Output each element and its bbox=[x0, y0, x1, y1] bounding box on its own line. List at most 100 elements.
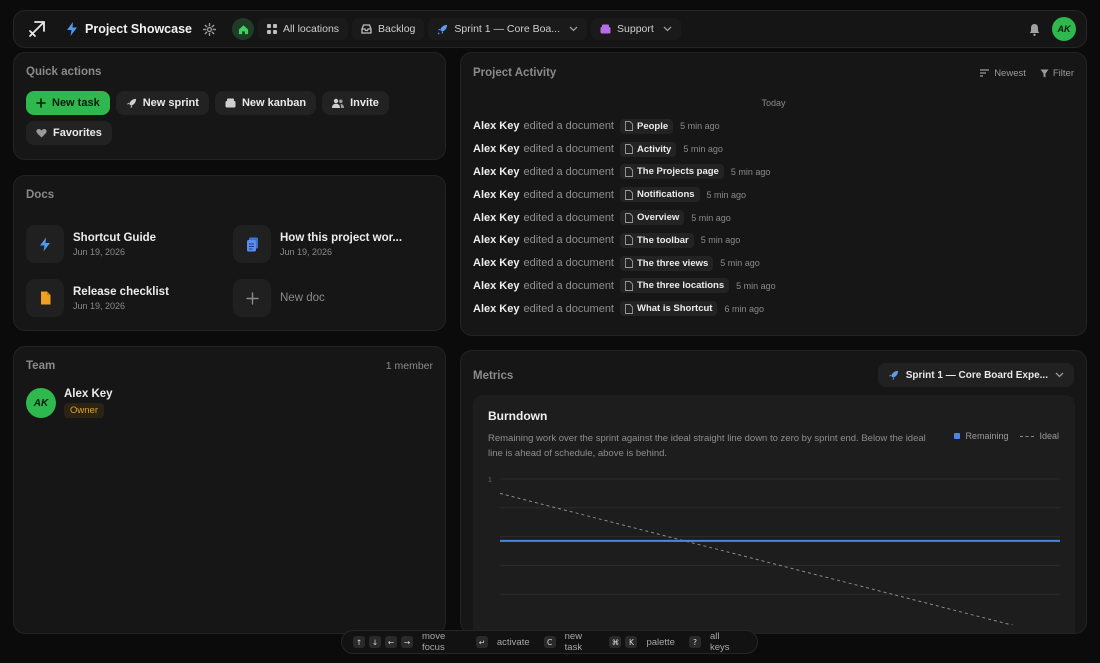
sort-label: Newest bbox=[994, 67, 1026, 79]
sort-newest-button[interactable]: Newest bbox=[980, 68, 1026, 79]
member-name: Alex Key bbox=[64, 388, 113, 400]
activity-user[interactable]: Alex Key bbox=[473, 120, 520, 133]
rocket-icon bbox=[888, 370, 899, 381]
activity-doc-chip[interactable]: What is Shortcut bbox=[620, 301, 718, 317]
activity-row: Alex Key edited a document The three views… bbox=[473, 252, 1074, 275]
activity-user[interactable]: Alex Key bbox=[473, 257, 520, 270]
key-cap: K bbox=[625, 636, 638, 648]
document-icon bbox=[625, 167, 633, 177]
sprint-select[interactable]: Sprint 1 — Core Board Expe... bbox=[877, 363, 1074, 387]
activity-doc-chip[interactable]: Activity bbox=[620, 141, 677, 157]
doc-item[interactable]: How this project wor... Jun 19, 2026 bbox=[233, 225, 440, 263]
doc-item[interactable]: Release checklist Jun 19, 2026 bbox=[26, 279, 233, 317]
activity-doc-chip[interactable]: Overview bbox=[620, 210, 685, 226]
avatar: AK bbox=[26, 388, 56, 418]
location-nav: All locations Backlog Sprint 1 — Core Bo… bbox=[232, 18, 681, 40]
document-icon bbox=[625, 212, 633, 223]
team-panel: Team 1 member AK Alex Key Owner bbox=[13, 346, 446, 634]
nav-all-locations[interactable]: All locations bbox=[258, 18, 349, 40]
activity-row: Alex Key edited a document The Projects pa… bbox=[473, 161, 1074, 184]
filter-label: Filter bbox=[1052, 67, 1074, 79]
heart-icon bbox=[36, 128, 47, 138]
activity-row: Alex Key edited a document People 5 min ago bbox=[473, 115, 1074, 138]
new-sprint-button[interactable]: New sprint bbox=[115, 91, 209, 115]
key-cap: ↑ bbox=[353, 636, 365, 648]
invite-button[interactable]: Invite bbox=[322, 91, 389, 115]
filter-icon bbox=[1040, 69, 1049, 78]
topbar-right: AK bbox=[1029, 17, 1076, 41]
activity-doc-name: The toolbar bbox=[637, 234, 689, 246]
user-avatar[interactable]: AK bbox=[1052, 17, 1076, 41]
favorites-button[interactable]: Favorites bbox=[26, 121, 112, 145]
hint-label: activate bbox=[496, 636, 530, 648]
chart-description: Remaining work over the sprint against t… bbox=[488, 433, 926, 459]
app-logo[interactable] bbox=[24, 16, 50, 42]
document-icon bbox=[625, 189, 633, 200]
nav-support[interactable]: Support bbox=[591, 18, 681, 40]
activity-time: 5 min ago bbox=[680, 121, 720, 132]
activity-row: Alex Key edited a document The toolbar 5 mi… bbox=[473, 229, 1074, 252]
activity-time: 5 min ago bbox=[736, 280, 776, 291]
file-icon bbox=[26, 279, 64, 317]
activity-time: 5 min ago bbox=[706, 189, 747, 200]
panel-title: Team bbox=[26, 360, 56, 372]
bell-icon[interactable] bbox=[1029, 23, 1040, 36]
new-doc-button[interactable]: New doc bbox=[233, 279, 440, 317]
nav-backlog[interactable]: Backlog bbox=[352, 18, 425, 40]
new-task-button[interactable]: New task bbox=[26, 91, 110, 115]
panel-title: Docs bbox=[26, 189, 55, 201]
activity-doc-chip[interactable]: People bbox=[620, 118, 674, 134]
new-doc-label: New doc bbox=[280, 292, 325, 304]
activity-doc-name: The three locations bbox=[637, 280, 725, 292]
button-label: New kanban bbox=[241, 97, 307, 109]
gear-icon[interactable] bbox=[203, 22, 216, 36]
legend-label: Remaining bbox=[965, 431, 1009, 441]
activity-doc-chip[interactable]: Notifications bbox=[620, 187, 700, 203]
new-kanban-button[interactable]: New kanban bbox=[214, 91, 317, 115]
doc-name: Shortcut Guide bbox=[73, 231, 157, 244]
panel-title: Metrics bbox=[473, 370, 514, 382]
home-button[interactable] bbox=[232, 18, 254, 40]
activity-user[interactable]: Alex Key bbox=[473, 234, 520, 247]
panel-title: Project Activity bbox=[473, 67, 557, 79]
key-cap: → bbox=[401, 636, 413, 648]
key-cap: ↵ bbox=[475, 636, 488, 648]
project-title: Project Showcase bbox=[85, 22, 192, 36]
legend-swatch bbox=[1020, 435, 1035, 437]
burndown-chart: 1 bbox=[488, 477, 1060, 625]
key-cap: ← bbox=[385, 636, 397, 648]
activity-verb: edited a document bbox=[523, 120, 614, 133]
activity-verb: edited a document bbox=[523, 279, 614, 292]
activity-doc-chip[interactable]: The toolbar bbox=[620, 232, 694, 248]
legend-item-remaining: Remaining bbox=[954, 431, 1008, 441]
activity-time: 6 min ago bbox=[724, 303, 765, 314]
activity-doc-chip[interactable]: The three locations bbox=[620, 278, 730, 294]
activity-doc-chip[interactable]: The three views bbox=[620, 255, 714, 271]
doc-item[interactable]: Shortcut Guide Jun 19, 2026 bbox=[26, 225, 233, 263]
key-cap: ? bbox=[688, 636, 701, 648]
key-cap: C bbox=[543, 636, 556, 648]
activity-user[interactable]: Alex Key bbox=[473, 279, 520, 292]
filter-button[interactable]: Filter bbox=[1040, 68, 1074, 79]
activity-verb: edited a document bbox=[523, 302, 614, 315]
activity-doc-chip[interactable]: The Projects page bbox=[620, 164, 724, 180]
inbox-icon bbox=[361, 24, 372, 34]
activity-user[interactable]: Alex Key bbox=[473, 211, 520, 224]
nav-sprint[interactable]: Sprint 1 — Core Boa... bbox=[428, 18, 588, 40]
chevron-down-icon bbox=[569, 26, 578, 32]
rocket-icon bbox=[126, 98, 137, 109]
activity-user[interactable]: Alex Key bbox=[473, 188, 520, 201]
activity-user[interactable]: Alex Key bbox=[473, 143, 520, 156]
nav-label: Sprint 1 — Core Boa... bbox=[454, 23, 561, 35]
kanban-icon bbox=[225, 98, 236, 108]
legend-item-ideal: Ideal bbox=[1020, 431, 1059, 441]
activity-user[interactable]: Alex Key bbox=[473, 302, 520, 315]
key-cap: ↓ bbox=[369, 636, 381, 648]
sprint-select-label: Sprint 1 — Core Board Expe... bbox=[905, 369, 1048, 381]
team-member[interactable]: AK Alex Key Owner bbox=[26, 388, 433, 418]
plus-icon bbox=[36, 98, 46, 108]
activity-user[interactable]: Alex Key bbox=[473, 165, 520, 178]
document-icon bbox=[625, 121, 633, 132]
nav-label: Support bbox=[617, 23, 654, 35]
docs-panel: Docs Shortcut Guide Jun 19, 2026 How thi… bbox=[13, 175, 446, 331]
